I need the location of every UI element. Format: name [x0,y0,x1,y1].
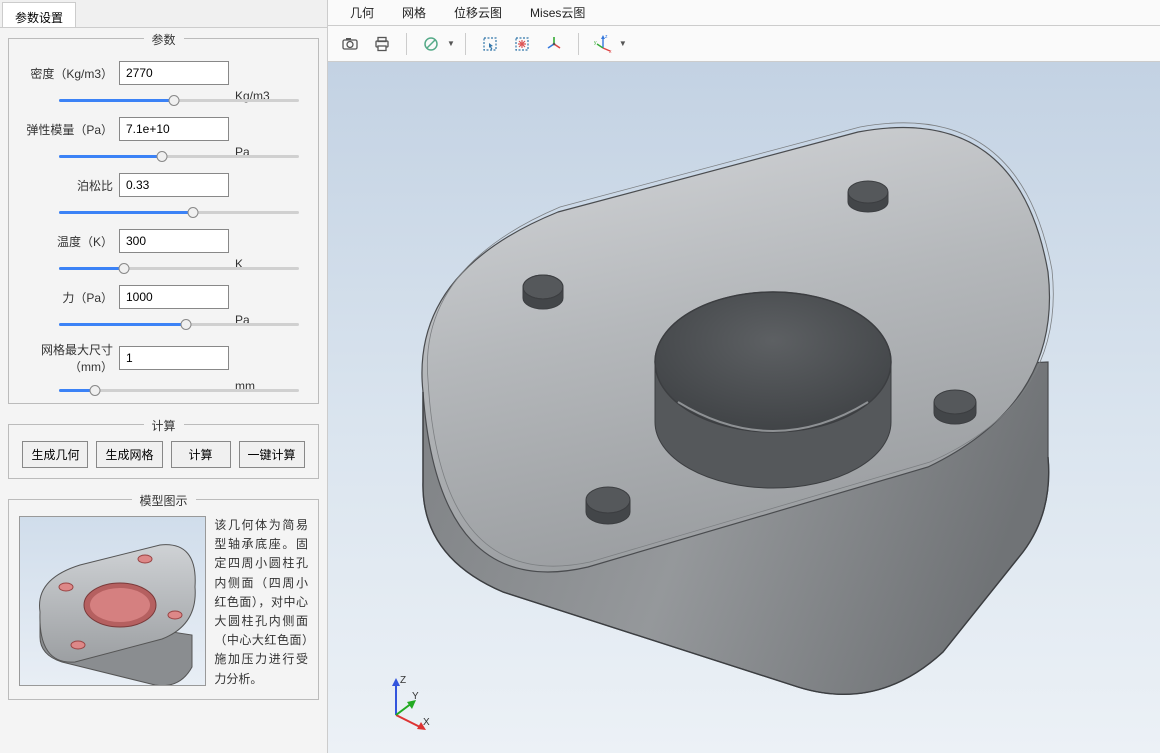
button-generate-mesh[interactable]: 生成网格 [96,441,162,468]
field-mesh-size: 网格最大尺寸（mm） mm [19,341,308,375]
toolbar-separator [406,33,407,55]
menu-mises[interactable]: Mises云图 [516,0,599,25]
model-thumbnail [19,516,206,686]
label-density: 密度（Kg/m3） [19,65,119,82]
part-rendering [328,62,1160,753]
slider-force[interactable] [59,319,299,327]
field-poisson: 泊松比 [19,173,308,197]
sidebar-tab-row: 参数设置 [0,0,327,28]
menu-bar: 几何 网格 位移云图 Mises云图 [328,0,1160,26]
button-compute[interactable]: 计算 [171,441,231,468]
tool-disable-icon[interactable] [417,30,445,58]
axis-z-label: Z [400,675,406,686]
field-temperature: 温度（K） K [19,229,308,253]
menu-mesh[interactable]: 网格 [388,0,440,25]
label-temperature: 温度（K） [19,233,119,250]
input-density[interactable] [119,61,229,85]
main-area: 几何 网格 位移云图 Mises云图 ▼ z x y ▼ [328,0,1160,753]
label-force: 力（Pa） [19,289,119,306]
menu-geometry[interactable]: 几何 [336,0,388,25]
slider-mesh-size[interactable] [59,385,299,393]
input-force[interactable] [119,285,229,309]
legend-model: 模型图示 [131,492,195,509]
input-mesh-size[interactable] [119,346,229,370]
tool-fit-view-icon[interactable] [508,30,536,58]
input-elastic-modulus[interactable] [119,117,229,141]
svg-text:x: x [609,49,612,54]
button-generate-geometry[interactable]: 生成几何 [22,441,88,468]
tool-axes-icon[interactable] [540,30,568,58]
label-mesh-size: 网格最大尺寸（mm） [19,341,119,375]
label-poisson: 泊松比 [19,177,119,194]
axis-x-label: X [423,717,430,728]
toolbar-separator [578,33,579,55]
slider-density[interactable] [59,95,299,103]
button-one-click-compute[interactable]: 一键计算 [239,441,305,468]
fieldset-parameters: 参数 密度（Kg/m3） Kg/m3 弹性模量（Pa） Pa 泊松比 [8,38,319,404]
slider-temperature[interactable] [59,263,299,271]
legend-compute: 计算 [143,417,183,434]
label-elastic-modulus: 弹性模量（Pa） [19,121,119,138]
field-elastic-modulus: 弹性模量（Pa） Pa [19,117,308,141]
svg-text:y: y [594,40,597,46]
toolbar-separator [465,33,466,55]
slider-poisson[interactable] [59,207,299,215]
tool-camera-icon[interactable] [336,30,364,58]
tool-select-box-icon[interactable] [476,30,504,58]
fieldset-model-illustration: 模型图示 [8,499,319,700]
axis-y-label: Y [412,691,419,702]
input-poisson[interactable] [119,173,229,197]
fieldset-compute: 计算 生成几何 生成网格 计算 一键计算 [8,424,319,479]
dropdown-arrow-icon[interactable]: ▼ [447,39,455,48]
slider-elastic-modulus[interactable] [59,151,299,159]
dropdown-arrow-icon[interactable]: ▼ [619,39,627,48]
input-temperature[interactable] [119,229,229,253]
axis-triad: Z X Y [378,673,438,733]
legend-parameters: 参数 [143,31,183,48]
svg-text:z: z [605,34,608,40]
toolbar: ▼ z x y ▼ [328,26,1160,62]
tool-orientation-icon[interactable]: z x y [589,30,617,58]
menu-displacement[interactable]: 位移云图 [440,0,516,25]
tool-print-icon[interactable] [368,30,396,58]
field-density: 密度（Kg/m3） Kg/m3 [19,61,308,85]
viewport-3d[interactable]: Z X Y [328,62,1160,753]
tab-param-settings[interactable]: 参数设置 [2,2,76,27]
field-force: 力（Pa） Pa [19,285,308,309]
model-description: 该几何体为简易型轴承底座。固定四周小圆柱孔内侧面（四周小红色面），对中心大圆柱孔… [214,516,308,689]
sidebar: 参数设置 参数 密度（Kg/m3） Kg/m3 弹性模量（Pa） Pa 泊松比 [0,0,328,753]
